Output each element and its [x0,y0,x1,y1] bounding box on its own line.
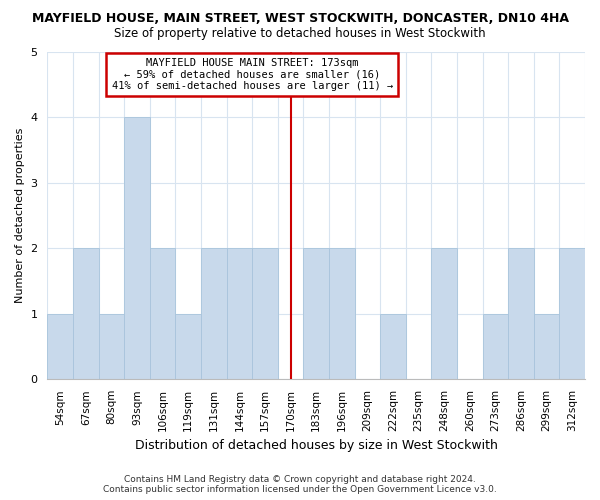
Bar [124,117,150,380]
Bar [98,314,124,380]
Y-axis label: Number of detached properties: Number of detached properties [15,128,25,303]
Text: Contains HM Land Registry data © Crown copyright and database right 2024.
Contai: Contains HM Land Registry data © Crown c… [103,474,497,494]
Text: MAYFIELD HOUSE, MAIN STREET, WEST STOCKWITH, DONCASTER, DN10 4HA: MAYFIELD HOUSE, MAIN STREET, WEST STOCKW… [32,12,569,26]
Text: Size of property relative to detached houses in West Stockwith: Size of property relative to detached ho… [114,28,486,40]
Bar [175,314,201,380]
Bar [73,248,98,380]
Text: MAYFIELD HOUSE MAIN STREET: 173sqm
← 59% of detached houses are smaller (16)
41%: MAYFIELD HOUSE MAIN STREET: 173sqm ← 59%… [112,58,393,92]
Bar [482,314,508,380]
Bar [559,248,585,380]
Bar [534,314,559,380]
Bar [304,248,329,380]
Bar [252,248,278,380]
Bar [47,314,73,380]
X-axis label: Distribution of detached houses by size in West Stockwith: Distribution of detached houses by size … [135,440,497,452]
Bar [201,248,227,380]
Bar [227,248,252,380]
Bar [329,248,355,380]
Bar [380,314,406,380]
Bar [508,248,534,380]
Bar [431,248,457,380]
Bar [150,248,175,380]
